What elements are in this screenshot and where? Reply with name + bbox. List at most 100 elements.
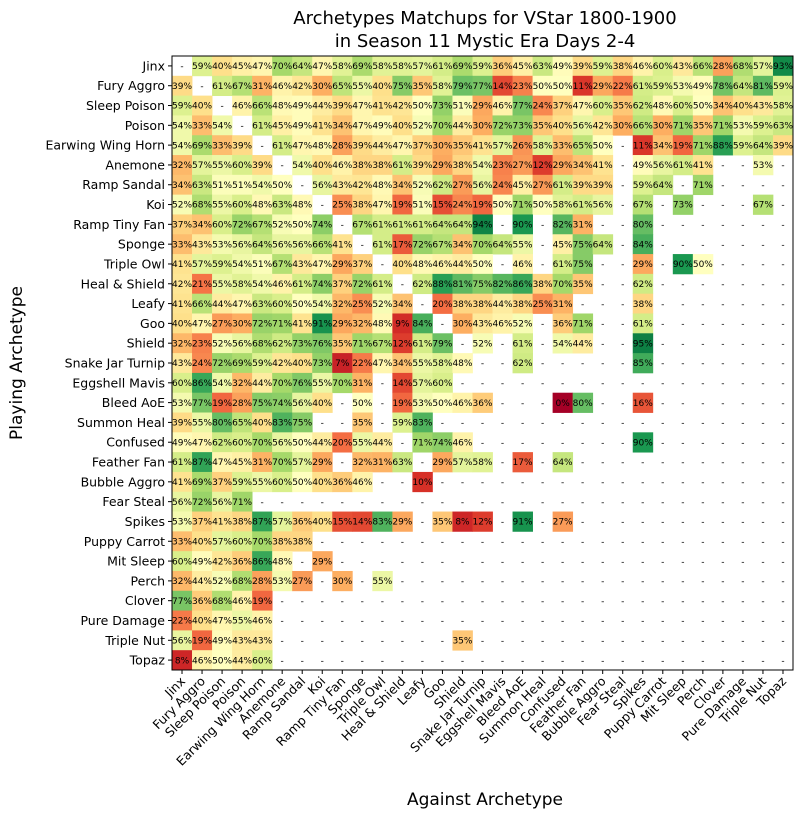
- heatmap-cell: [652, 115, 674, 136]
- cell-value-label: 38%: [613, 62, 633, 72]
- heatmap-cell: [172, 293, 193, 314]
- cell-value-label: 41%: [172, 478, 192, 488]
- heatmap-cell: [252, 115, 273, 136]
- heatmap-cell: [292, 293, 313, 314]
- heatmap-cell: [232, 174, 253, 196]
- heatmap-cell: [632, 214, 654, 235]
- heatmap-cell: [312, 293, 333, 314]
- heatmap-cell: [432, 333, 453, 354]
- cell-value-label: -: [601, 300, 604, 310]
- cell-value-label: 67%: [352, 221, 372, 231]
- heatmap-cell: [412, 313, 433, 334]
- cell-value-label: 59%: [192, 62, 212, 72]
- heatmap-cell: [332, 353, 353, 374]
- cell-value-label: -: [401, 438, 404, 448]
- cell-value-label: 61%: [212, 82, 232, 92]
- cell-value-label: 39%: [773, 141, 793, 151]
- cell-value-label: -: [321, 419, 324, 429]
- heatmap-cell: [312, 254, 333, 275]
- cell-value-label: -: [481, 577, 484, 587]
- cell-value-label: 50%: [352, 399, 372, 409]
- cell-value-label: 41%: [172, 300, 192, 310]
- cell-value-label: -: [741, 537, 744, 547]
- y-tick-label: Bleed AoE: [102, 395, 165, 410]
- cell-value-label: -: [721, 458, 724, 468]
- heatmap-cell: [192, 333, 213, 354]
- cell-value-label: -: [741, 161, 744, 171]
- cell-value-label: -: [721, 221, 724, 231]
- heatmap-cell: [412, 155, 433, 176]
- cell-value-label: -: [601, 557, 604, 567]
- cell-value-label: -: [781, 260, 784, 270]
- heatmap-cell: [472, 174, 493, 196]
- heatmap-cell: [252, 95, 273, 116]
- cell-value-label: 60%: [172, 557, 192, 567]
- cell-value-label: -: [761, 260, 764, 270]
- heatmap-cell: [512, 333, 533, 354]
- cell-value-label: 47%: [312, 260, 332, 270]
- cell-value-label: 52%: [412, 122, 432, 132]
- heatmap-cell: [372, 432, 393, 453]
- heatmap-cell: [572, 214, 594, 235]
- cell-value-label: 33%: [212, 141, 232, 151]
- cell-value-label: 60%: [172, 379, 192, 389]
- cell-value-label: 85%: [633, 359, 653, 369]
- cell-value-label: 51%: [212, 181, 232, 191]
- cell-value-label: -: [481, 656, 484, 666]
- cell-value-label: 71%: [513, 201, 533, 211]
- heatmap-cell: [212, 174, 233, 196]
- heatmap-cell: [312, 372, 333, 394]
- cell-value-label: -: [461, 339, 464, 349]
- cell-value-label: -: [721, 240, 724, 250]
- heatmap-cell: [512, 452, 533, 473]
- heatmap-cell: [232, 610, 253, 631]
- cell-value-label: -: [681, 557, 684, 567]
- cell-value-label: -: [601, 537, 604, 547]
- heatmap-cell: [412, 135, 433, 156]
- heatmap-cell: [172, 333, 193, 354]
- cell-value-label: 54%: [252, 280, 272, 290]
- heatmap-cell: [392, 511, 413, 532]
- cell-value-label: 36%: [192, 597, 212, 607]
- heatmap-cell: [732, 95, 754, 116]
- cell-value-label: -: [721, 438, 724, 448]
- cell-value-label: 44%: [573, 339, 593, 349]
- cell-value-label: -: [281, 656, 284, 666]
- cell-value-label: 29%: [392, 518, 412, 528]
- cell-value-label: 49%: [172, 438, 192, 448]
- heatmap-cell: [512, 353, 533, 374]
- cell-value-label: 52%: [212, 577, 232, 587]
- cell-value-label: -: [561, 577, 564, 587]
- cell-value-label: -: [621, 577, 624, 587]
- y-tick-label: Topaz: [129, 653, 166, 668]
- cell-value-label: 44%: [312, 102, 332, 112]
- heatmap-cell: [192, 273, 213, 295]
- cell-value-label: 74%: [312, 221, 332, 231]
- cell-value-label: -: [501, 379, 504, 389]
- heatmap-cell: [312, 452, 333, 473]
- heatmap-cell: [432, 214, 453, 235]
- heatmap-cell: [232, 392, 253, 413]
- heatmap-cell: [352, 75, 373, 97]
- cell-value-label: -: [381, 636, 384, 646]
- heatmap-cell: [632, 155, 654, 176]
- cell-value-label: -: [781, 518, 784, 528]
- cell-value-label: -: [301, 557, 304, 567]
- cell-value-label: 81%: [753, 82, 773, 92]
- heatmap-cell: [712, 75, 734, 97]
- cell-value-label: 36%: [472, 399, 492, 409]
- cell-value-label: -: [621, 617, 624, 627]
- heatmap-cell: [172, 353, 193, 374]
- heatmap-cell: [492, 75, 513, 97]
- cell-value-label: -: [621, 181, 624, 191]
- cell-value-label: -: [701, 399, 704, 409]
- heatmap-cell: [392, 313, 413, 334]
- heatmap-cell: [632, 254, 654, 275]
- heatmap-cell: [212, 372, 233, 394]
- heatmap-cell: [232, 630, 253, 651]
- y-tick-label: Spikes: [125, 514, 165, 529]
- cell-value-label: 58%: [332, 62, 352, 72]
- cell-value-label: -: [501, 597, 504, 607]
- heatmap-cell: [332, 372, 353, 394]
